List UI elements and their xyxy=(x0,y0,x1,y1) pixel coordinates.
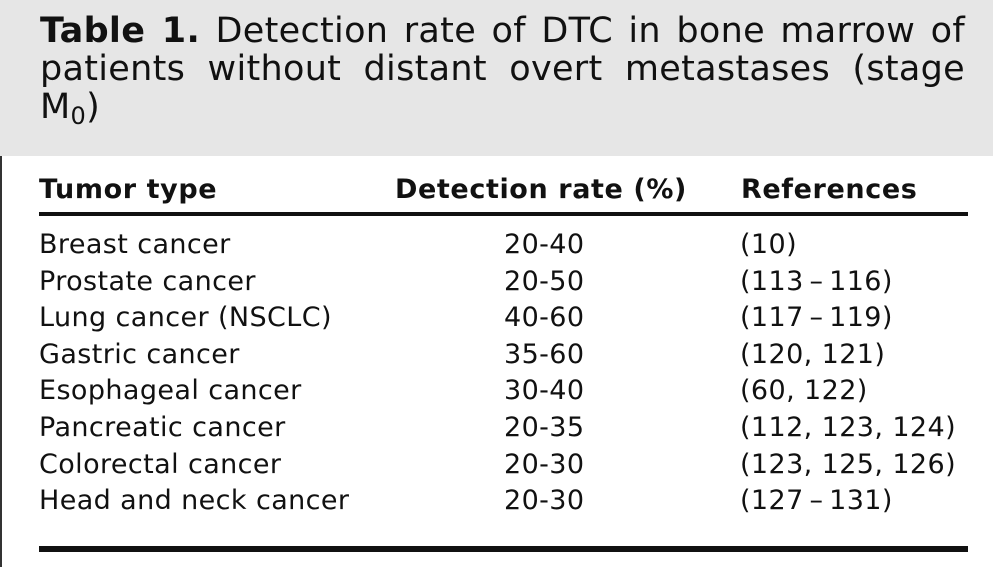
caption-label: Table 1. xyxy=(40,11,201,51)
cell-references: (117 – 119) xyxy=(740,302,893,334)
cell-detection-rate: 35-60 xyxy=(504,338,585,370)
cell-detection-rate: 20-50 xyxy=(504,265,585,297)
table-row: Colorectal cancer 20-30 (123, 125, 126) xyxy=(39,449,969,486)
stage-letter: M xyxy=(40,87,71,127)
cell-detection-rate: 20-30 xyxy=(504,485,585,517)
header-detection-rate: Detection rate (%) xyxy=(395,174,687,205)
cell-tumor-type: Breast cancer xyxy=(39,229,231,260)
cell-tumor-type: Lung cancer (NSCLC) xyxy=(39,302,332,334)
caption-text: Detection rate of DTC in bone marrow of … xyxy=(40,11,965,89)
header-tumor-type: Tumor type xyxy=(39,174,218,205)
cell-detection-rate: 40-60 xyxy=(504,302,585,334)
table-bottom-rule xyxy=(39,546,968,552)
cell-detection-rate: 20-35 xyxy=(504,411,585,443)
cell-detection-rate: 30-40 xyxy=(504,375,585,407)
cell-references: (10) xyxy=(740,229,798,260)
header-rule xyxy=(39,212,968,216)
table-caption: Table 1. Detection rate of DTC in bone m… xyxy=(40,11,965,128)
caption-stage: M0) xyxy=(40,87,965,128)
table-row: Lung cancer (NSCLC) 40-60 (117 – 119) xyxy=(39,302,969,339)
table-row: Head and neck cancer 20-30 (127 – 131) xyxy=(39,485,969,522)
table-row: Prostate cancer 20-50 (113 – 116) xyxy=(39,266,969,303)
cell-references: (113 – 116) xyxy=(740,265,893,297)
cell-tumor-type: Colorectal cancer xyxy=(39,448,282,480)
caption-box: Table 1. Detection rate of DTC in bone m… xyxy=(0,0,993,156)
cell-tumor-type: Head and neck cancer xyxy=(39,485,350,517)
cell-tumor-type: Esophageal cancer xyxy=(39,375,302,407)
table-row: Esophageal cancer 30-40 (60, 122) xyxy=(39,375,969,412)
header-references: References xyxy=(741,174,918,205)
cell-detection-rate: 20-40 xyxy=(504,229,585,260)
table-header-row: Tumor type Detection rate (%) References xyxy=(39,174,969,210)
cell-tumor-type: Gastric cancer xyxy=(39,338,240,370)
cell-tumor-type: Prostate cancer xyxy=(39,265,256,297)
table-row: Gastric cancer 35-60 (120, 121) xyxy=(39,339,969,376)
caption-close-paren: ) xyxy=(86,87,101,127)
cell-references: (127 – 131) xyxy=(740,485,893,517)
table-row: Pancreatic cancer 20-35 (112, 123, 124) xyxy=(39,412,969,449)
table-row: Breast cancer 20-40 (10) xyxy=(39,229,969,266)
cell-tumor-type: Pancreatic cancer xyxy=(39,411,286,443)
cell-references: (120, 121) xyxy=(740,338,886,370)
cell-references: (60, 122) xyxy=(740,375,868,407)
table-body: Breast cancer 20-40 (10) Prostate cancer… xyxy=(39,229,969,522)
cell-detection-rate: 20-30 xyxy=(504,448,585,480)
cell-references: (112, 123, 124) xyxy=(740,411,957,443)
cell-references: (123, 125, 126) xyxy=(740,448,957,480)
stage-subscript: 0 xyxy=(70,102,87,130)
